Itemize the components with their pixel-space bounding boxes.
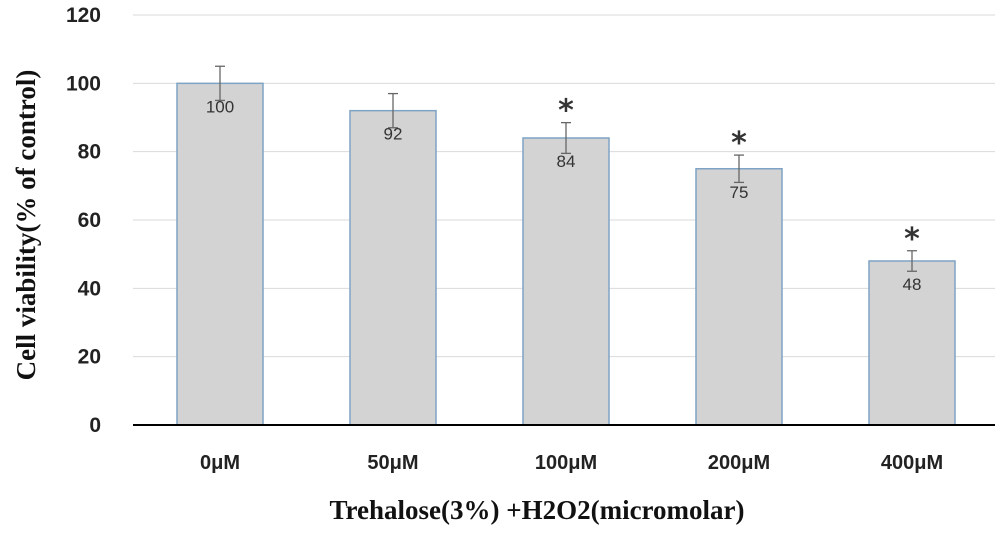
y-tick-label: 40: [78, 277, 101, 300]
x-tick-label: 400μM: [881, 452, 943, 474]
y-tick-label: 100: [66, 72, 101, 95]
bar: [349, 109, 437, 426]
data-labels: 100 92 84 75 48: [206, 97, 922, 294]
y-tick-label: 0: [89, 414, 101, 437]
data-label: 84: [557, 152, 576, 171]
data-label: 100: [206, 97, 234, 116]
significance-markers: * * *: [558, 94, 920, 257]
significance-star: *: [731, 126, 747, 161]
y-axis-title: Cell viability(% of control): [11, 70, 41, 381]
y-tick-label: 80: [78, 141, 101, 164]
error-bars: [215, 65, 917, 272]
x-tick-label: 200μM: [708, 452, 770, 474]
x-axis-title: Trehalose(3%) +H2O2(micromolar): [329, 495, 744, 525]
y-tick-label: 60: [78, 209, 101, 232]
data-label: 48: [903, 275, 922, 294]
significance-star: *: [904, 222, 920, 257]
x-tick-labels: 0μM 50μM 100μM 200μM 400μM: [200, 452, 943, 474]
x-tick-label: 50μM: [367, 452, 418, 474]
significance-star: *: [558, 94, 574, 129]
data-label: 92: [384, 125, 403, 144]
x-tick-label: 0μM: [200, 452, 240, 474]
bar: [868, 260, 956, 426]
y-tick-label: 120: [66, 4, 101, 27]
y-tick-label: 20: [78, 346, 101, 369]
y-tick-labels: 0 20 40 60 80 100 120: [66, 4, 101, 437]
bar: [522, 137, 610, 426]
bar: [695, 168, 783, 426]
bar: [176, 82, 264, 426]
data-label: 75: [730, 183, 749, 202]
x-tick-label: 100μM: [535, 452, 597, 474]
